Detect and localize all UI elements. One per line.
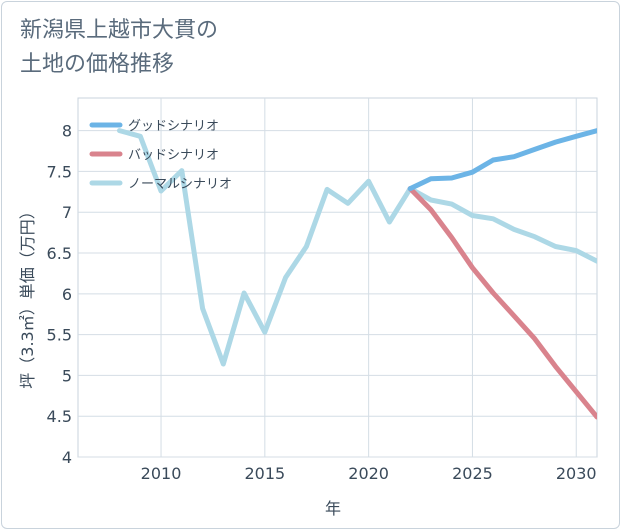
chart-title-line1: 新潟県上越市大貫の xyxy=(20,18,219,43)
y-tick-label: 6 xyxy=(62,285,72,304)
series-line-1 xyxy=(407,186,597,420)
legend-label: ノーマルシナリオ xyxy=(128,177,232,192)
legend-label: グッドシナリオ xyxy=(128,119,219,134)
x-tick-label: 2020 xyxy=(348,464,389,483)
y-tick-label: 4 xyxy=(62,448,72,467)
x-tick-label: 2010 xyxy=(141,464,182,483)
y-tick-label: 7 xyxy=(62,203,72,222)
grid xyxy=(77,97,598,458)
y-tick-label: 7.5 xyxy=(47,162,72,181)
series-line-2 xyxy=(117,128,597,367)
y-tick-label: 4.5 xyxy=(47,407,72,426)
x-tick-labels: 2010 2015 2020 2025 2030 xyxy=(141,464,597,483)
legend-label: バッドシナリオ xyxy=(128,148,219,163)
chart-title: 新潟県上越市大貫の 土地の価格推移 xyxy=(20,14,218,82)
y-axis-label: 坪（3.3㎡）単価（万円） xyxy=(18,203,37,388)
y-tick-label: 8 xyxy=(62,122,72,141)
x-tick-label: 2030 xyxy=(556,464,597,483)
x-tick-label: 2025 xyxy=(452,464,493,483)
series-lines xyxy=(117,128,597,420)
series-line-0 xyxy=(407,128,597,192)
chart-title-line2: 土地の価格推移 xyxy=(20,52,175,77)
y-tick-label: 6.5 xyxy=(47,244,72,263)
y-tick-labels: 4 4.5 5 5.5 6 6.5 7 7.5 8 xyxy=(47,122,72,467)
y-tick-label: 5.5 xyxy=(47,326,72,345)
x-tick-label: 2015 xyxy=(244,464,285,483)
y-tick-label: 5 xyxy=(62,366,72,385)
x-axis-label: 年 xyxy=(325,499,341,518)
